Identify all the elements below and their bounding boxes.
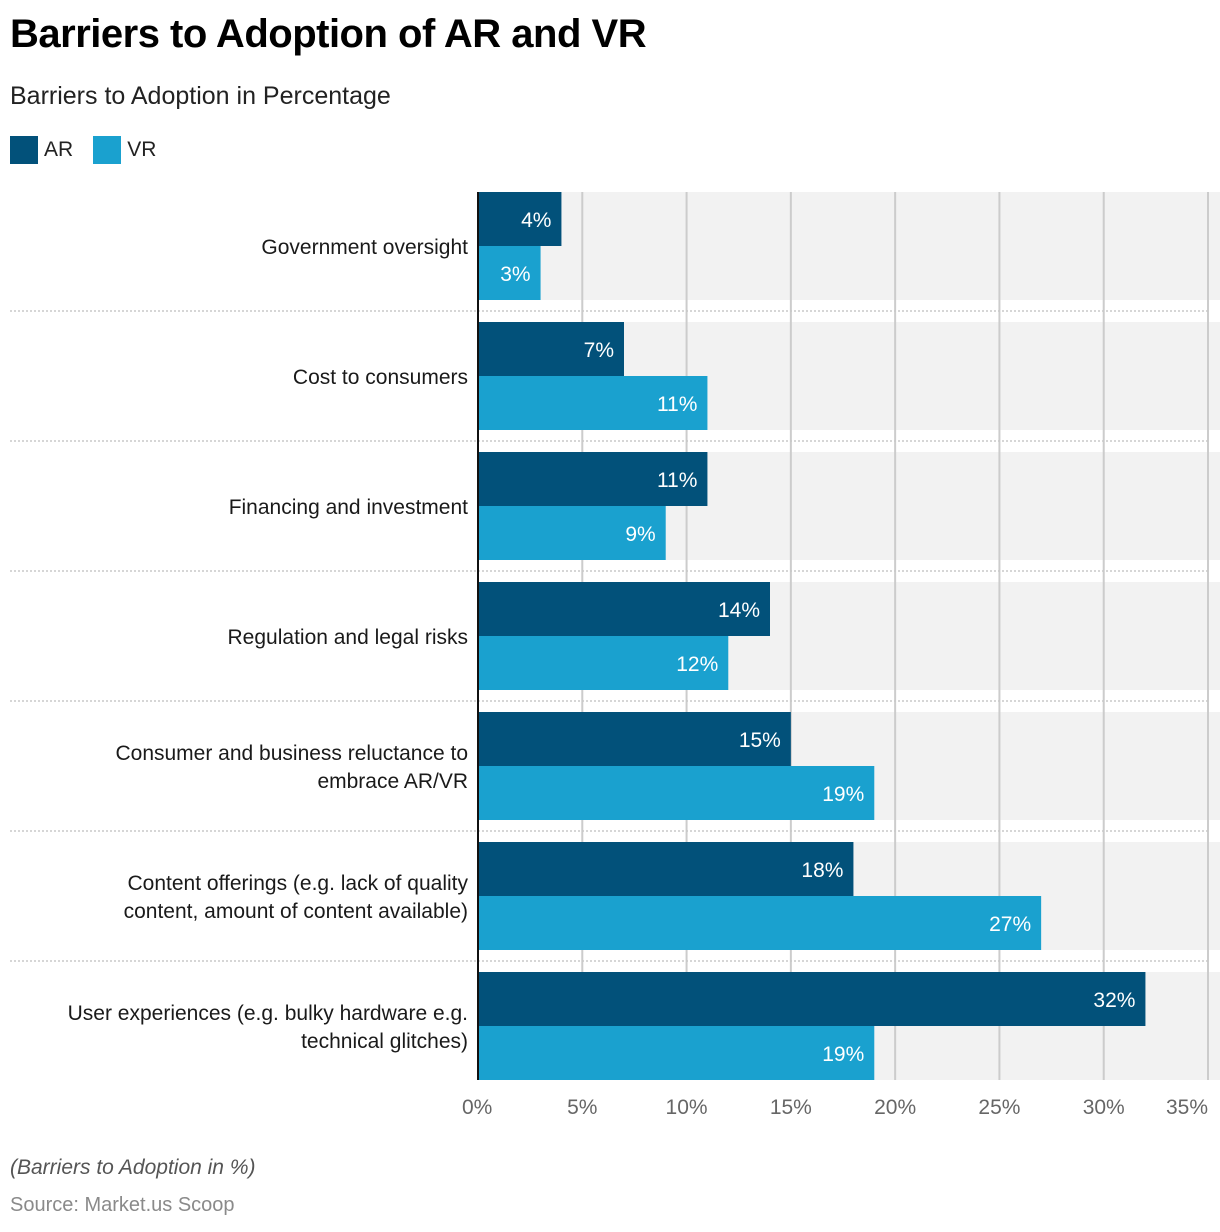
data-label-ar: 18% [801, 859, 843, 882]
data-label-ar: 14% [718, 599, 760, 622]
x-tick-label: 30% [1083, 1096, 1125, 1119]
x-tick-label: 5% [567, 1096, 597, 1119]
data-label-ar: 7% [584, 339, 614, 362]
category-label: Content offerings (e.g. lack of quality [128, 872, 469, 895]
category-label: Cost to consumers [293, 366, 468, 389]
bar-vr [478, 376, 708, 430]
category-label: content, amount of content available) [124, 900, 468, 923]
data-label-vr: 12% [676, 653, 718, 676]
data-label-vr: 11% [657, 393, 697, 416]
x-tick-label: 15% [770, 1096, 812, 1119]
bar-ar [478, 842, 854, 896]
category-label: embrace AR/VR [317, 770, 468, 793]
bar-ar [478, 972, 1146, 1026]
legend: AR VR [10, 136, 176, 164]
bar-ar [478, 322, 624, 376]
bar-vr [478, 1026, 875, 1080]
legend-label-vr: VR [127, 138, 157, 161]
bar-vr [478, 246, 541, 300]
category-label: technical glitches) [301, 1030, 468, 1053]
category-label: Financing and investment [229, 496, 468, 519]
bar-vr [478, 636, 729, 690]
data-label-ar: 32% [1093, 989, 1135, 1012]
footnote: (Barriers to Adoption in %) [10, 1156, 256, 1179]
bar-vr [478, 896, 1042, 950]
x-tick-label: 35% [1166, 1096, 1208, 1119]
chart-title: Barriers to Adoption of AR and VR [10, 12, 647, 56]
chart-subtitle: Barriers to Adoption in Percentage [10, 82, 391, 110]
legend-label-ar: AR [44, 138, 74, 161]
data-label-ar: 4% [521, 209, 551, 232]
data-label-vr: 19% [822, 783, 864, 806]
x-tick-label: 25% [978, 1096, 1020, 1119]
data-label-vr: 27% [989, 913, 1031, 936]
legend-swatch-vr [93, 136, 122, 164]
data-label-vr: 9% [625, 523, 655, 546]
bar-ar [478, 712, 791, 766]
category-label: User experiences (e.g. bulky hardware e.… [68, 1002, 468, 1025]
x-tick-label: 0% [462, 1096, 492, 1119]
data-label-vr: 3% [500, 263, 530, 286]
x-tick-label: 10% [666, 1096, 708, 1119]
bar-chart: 4% 3% Government oversight 7% 11% Cost to con… [10, 192, 1220, 1119]
category-label: Government oversight [261, 236, 468, 259]
bar-vr [478, 766, 875, 820]
data-label-ar: 15% [739, 729, 781, 752]
data-label-ar: 11% [657, 469, 697, 492]
legend-item-ar[interactable]: AR [10, 136, 73, 164]
legend-swatch-ar [10, 136, 38, 164]
bar-ar [478, 582, 770, 636]
x-tick-label: 20% [874, 1096, 916, 1119]
row-band [478, 192, 1220, 300]
bar-ar [478, 192, 562, 246]
bar-ar [478, 452, 708, 506]
legend-item-vr[interactable]: VR [93, 136, 156, 164]
category-label: Regulation and legal risks [228, 626, 468, 649]
bar-vr [478, 506, 666, 560]
category-label: Consumer and business reluctance to [115, 742, 468, 765]
data-label-vr: 19% [822, 1043, 864, 1066]
source-credit: Source: Market.us Scoop [10, 1194, 235, 1216]
